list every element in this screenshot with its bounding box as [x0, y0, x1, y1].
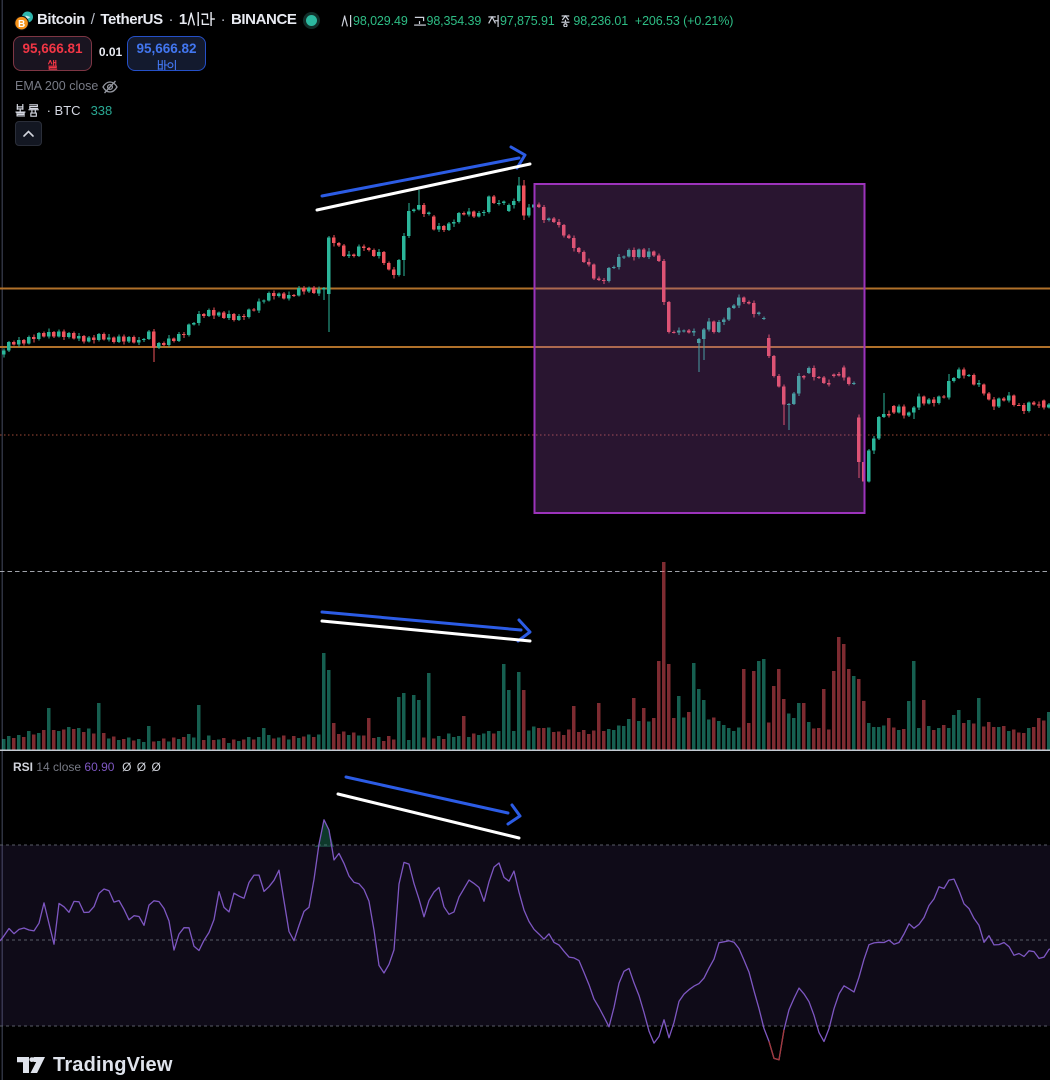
- svg-text:B: B: [18, 19, 25, 30]
